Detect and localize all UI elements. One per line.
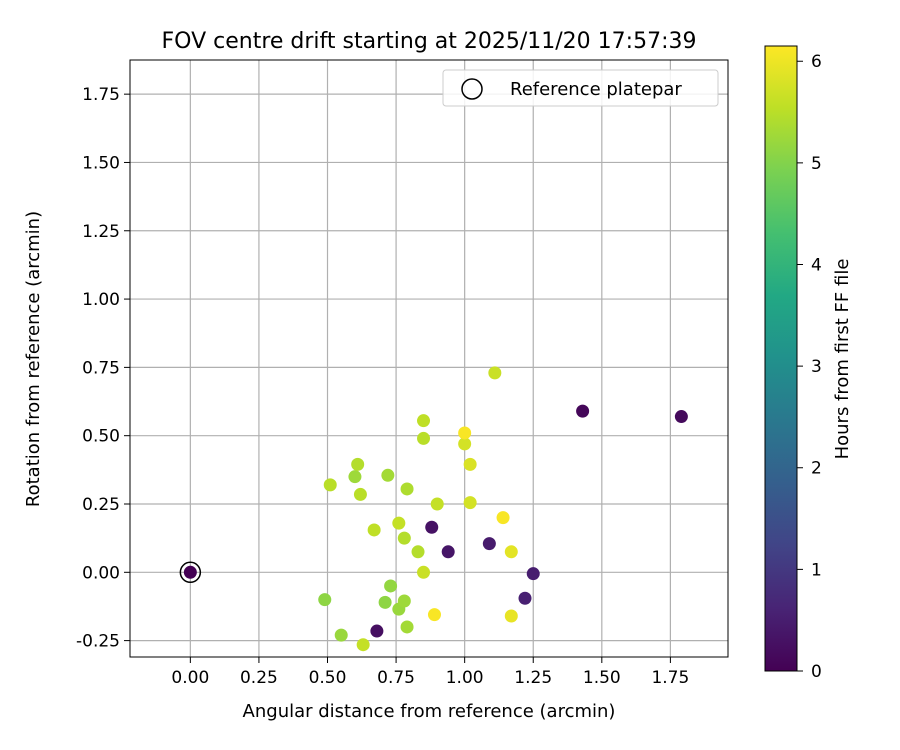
data-point [427, 608, 441, 622]
data-point [334, 628, 348, 642]
data-point [417, 431, 431, 445]
colorbar-tick-label: 2 [811, 459, 822, 479]
data-point [576, 404, 590, 418]
y-tick-label: 1.00 [82, 290, 120, 310]
data-point [496, 511, 510, 525]
data-point [458, 426, 472, 440]
colorbar-gradient [764, 45, 798, 672]
data-points [179, 366, 688, 652]
data-point [397, 594, 411, 608]
data-point [458, 437, 472, 451]
y-tick-label: 0.75 [82, 358, 120, 378]
data-point [384, 579, 398, 593]
data-point [348, 470, 362, 484]
y-tick-label: 1.25 [82, 222, 120, 242]
x-axis-label: Angular distance from reference (arcmin) [243, 701, 616, 722]
colorbar-label: Hours from first FF file [832, 259, 853, 460]
x-tick-label: 0.25 [240, 668, 278, 688]
data-point [351, 457, 365, 471]
legend-label: Reference platepar [510, 79, 682, 100]
data-point [518, 591, 532, 605]
y-tick-label: 0.25 [82, 495, 120, 515]
data-point [370, 624, 384, 638]
colorbar: 0 1 2 3 4 5 6 Hours from first FF file [764, 45, 853, 682]
colorbar-ticks: 0 1 2 3 4 5 6 [797, 52, 822, 682]
y-tick-label: 0.50 [82, 427, 120, 447]
x-tick-label: 1.50 [583, 668, 621, 688]
colorbar-tick-label: 0 [811, 662, 822, 682]
plot-frame [129, 59, 729, 658]
data-point [411, 545, 425, 559]
y-tick-label: 0.00 [82, 563, 120, 583]
x-axis-ticks: 0.00 0.25 0.50 0.75 1.00 1.25 1.50 1.75 [171, 657, 689, 688]
data-point [463, 457, 477, 471]
data-point [463, 496, 477, 510]
data-point [323, 478, 337, 492]
x-tick-label: 1.75 [651, 668, 689, 688]
data-point [367, 523, 381, 537]
y-tick-label: -0.25 [76, 632, 120, 652]
reference-platepar-marker [179, 561, 202, 584]
data-point [381, 468, 395, 482]
data-point [392, 516, 406, 530]
colorbar-tick-label: 6 [811, 52, 822, 72]
chart-title: FOV centre drift starting at 2025/11/20 … [162, 29, 697, 54]
data-point [378, 595, 392, 609]
x-tick-label: 0.75 [377, 668, 415, 688]
colorbar-tick-label: 1 [811, 560, 822, 580]
y-axis-ticks: -0.25 0.00 0.25 0.50 0.75 1.00 1.25 1.50 1.75 [76, 85, 130, 652]
data-point [400, 482, 414, 496]
legend-marker-hollow-circle [461, 78, 483, 100]
y-tick-label: 1.75 [82, 85, 120, 105]
data-point [318, 593, 332, 607]
y-axis-label: Rotation from reference (arcmin) [23, 211, 44, 507]
legend: Reference platepar [442, 69, 719, 107]
data-point [425, 520, 439, 534]
grid-lines [130, 60, 728, 657]
data-point [353, 487, 367, 501]
y-tick-label: 1.50 [82, 153, 120, 173]
data-point [400, 620, 414, 634]
data-point [526, 567, 540, 581]
data-point [674, 410, 688, 424]
data-point [504, 609, 518, 623]
data-point [183, 565, 197, 579]
legend-box [442, 69, 719, 107]
colorbar-tick-label: 4 [811, 255, 822, 275]
x-tick-label: 0.50 [309, 668, 347, 688]
x-tick-label: 1.00 [446, 668, 484, 688]
data-point [441, 545, 455, 559]
data-point [417, 414, 431, 428]
data-point [488, 366, 502, 380]
data-point [504, 545, 518, 559]
x-tick-label: 1.25 [514, 668, 552, 688]
x-tick-label: 0.00 [171, 668, 209, 688]
colorbar-tick-label: 5 [811, 154, 822, 174]
data-point [430, 497, 444, 511]
data-point [397, 531, 411, 545]
data-point [482, 537, 496, 551]
colorbar-tick-label: 3 [811, 357, 822, 377]
data-point [356, 638, 370, 652]
data-point [417, 565, 431, 579]
